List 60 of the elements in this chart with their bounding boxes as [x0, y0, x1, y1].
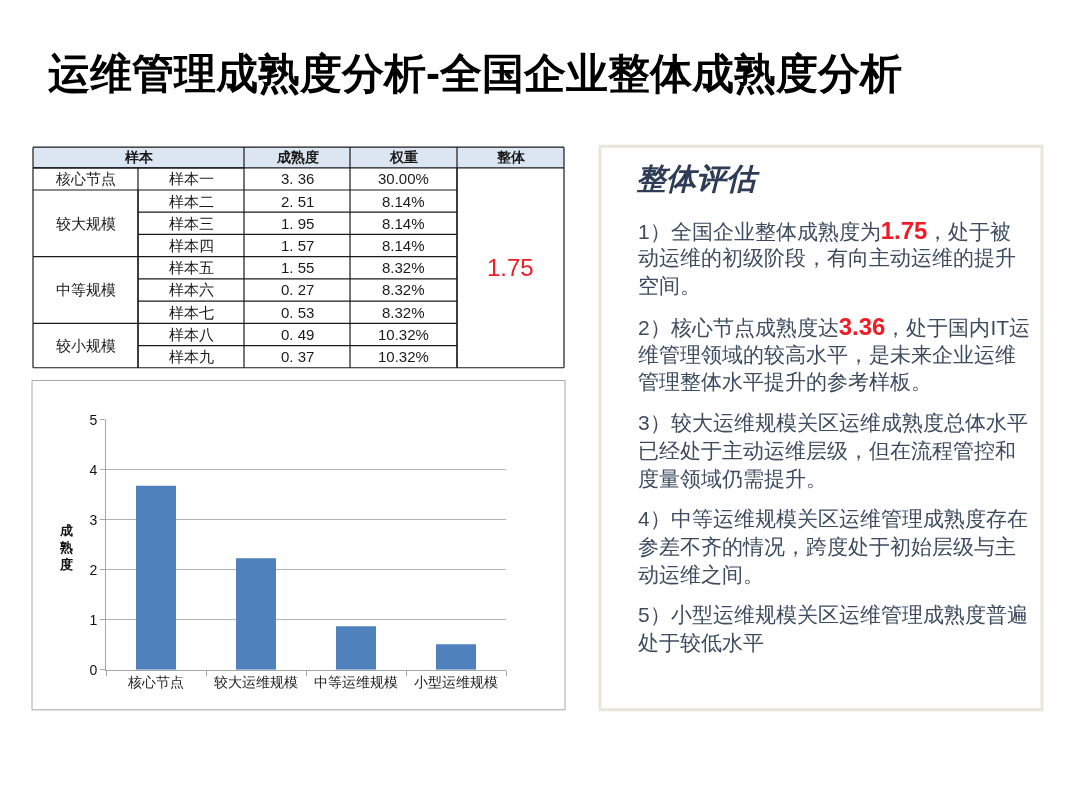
text: 较大规模 [56, 215, 116, 232]
text: 成熟度 [276, 149, 319, 165]
text: 5）小型运维规模关区运维管理成熟度普遍处于较低水平 [638, 603, 1028, 654]
text: 样本九 [169, 348, 214, 365]
text: 1.75 [880, 217, 928, 244]
text: 0. 53 [281, 304, 315, 321]
text: 样本四 [169, 237, 214, 254]
y-tick-label: 3 [89, 511, 98, 528]
text: 1. 95 [281, 215, 315, 232]
text: 样本五 [169, 259, 214, 276]
y-axis-title: 成熟度 [59, 523, 73, 572]
bar [136, 485, 176, 670]
y-tick-label: 2 [89, 561, 98, 578]
text: 8.32% [382, 259, 425, 276]
text: 1. 55 [281, 259, 315, 276]
x-tick-label: 小型运维规模 [414, 674, 498, 691]
text: 1. 57 [281, 237, 315, 254]
text: 8.32% [382, 304, 425, 321]
text: 权重 [389, 149, 418, 165]
text: 0. 49 [281, 326, 315, 343]
text: 30.00% [378, 170, 429, 187]
y-tick-label: 1 [89, 611, 98, 628]
bar [236, 558, 276, 670]
text: 样本 [124, 149, 154, 165]
text: 3）较大运维规模关区运维成熟度总体水平已经处于主动运维层级，但在流程管控和度量领域仍需提升。 [638, 411, 1028, 490]
text: 样本七 [169, 304, 214, 321]
text: 10.32% [378, 326, 429, 343]
text: 中等规模 [56, 281, 116, 298]
text: 2. 51 [281, 193, 315, 210]
x-tick-label: 中等运维规模 [314, 674, 398, 691]
text: 4）中等运维规模关区运维管理成熟度存在参差不齐的情况，跨度处于初始层级与主动运维之间。 [638, 507, 1028, 586]
text: 较小规模 [56, 337, 116, 354]
text: 整体 [496, 149, 526, 165]
bar [336, 626, 376, 670]
text: 样本一 [169, 170, 214, 187]
y-tick-label: 4 [89, 461, 98, 478]
text: 运维管理成熟度分析-全国企业整体成熟度分析 [48, 50, 902, 98]
text: 样本三 [169, 215, 214, 232]
text: 0. 27 [281, 281, 315, 298]
text: 3. 36 [281, 170, 315, 187]
text: 0. 37 [281, 348, 315, 365]
x-tick-label: 较大运维规模 [214, 674, 298, 691]
text: 核心节点 [55, 170, 116, 187]
text: 样本六 [169, 281, 214, 298]
text: 样本二 [169, 193, 214, 210]
text: 2）核心节点成熟度达 [638, 316, 839, 339]
text: 1）全国企业整体成熟度为 [638, 220, 881, 243]
text: 整体评估 [636, 162, 760, 195]
text: 10.32% [378, 348, 429, 365]
bar [436, 644, 476, 670]
x-tick-label: 核心节点 [127, 674, 184, 691]
text: 样本八 [169, 326, 214, 343]
y-tick-label: 5 [89, 411, 98, 428]
text: 1.75 [487, 254, 534, 281]
text: 3.36 [838, 313, 886, 340]
text: 8.32% [382, 281, 425, 298]
text: 8.14% [382, 215, 425, 232]
text: 8.14% [382, 237, 425, 254]
text: 8.14% [382, 193, 425, 210]
y-tick-label: 0 [89, 661, 98, 678]
